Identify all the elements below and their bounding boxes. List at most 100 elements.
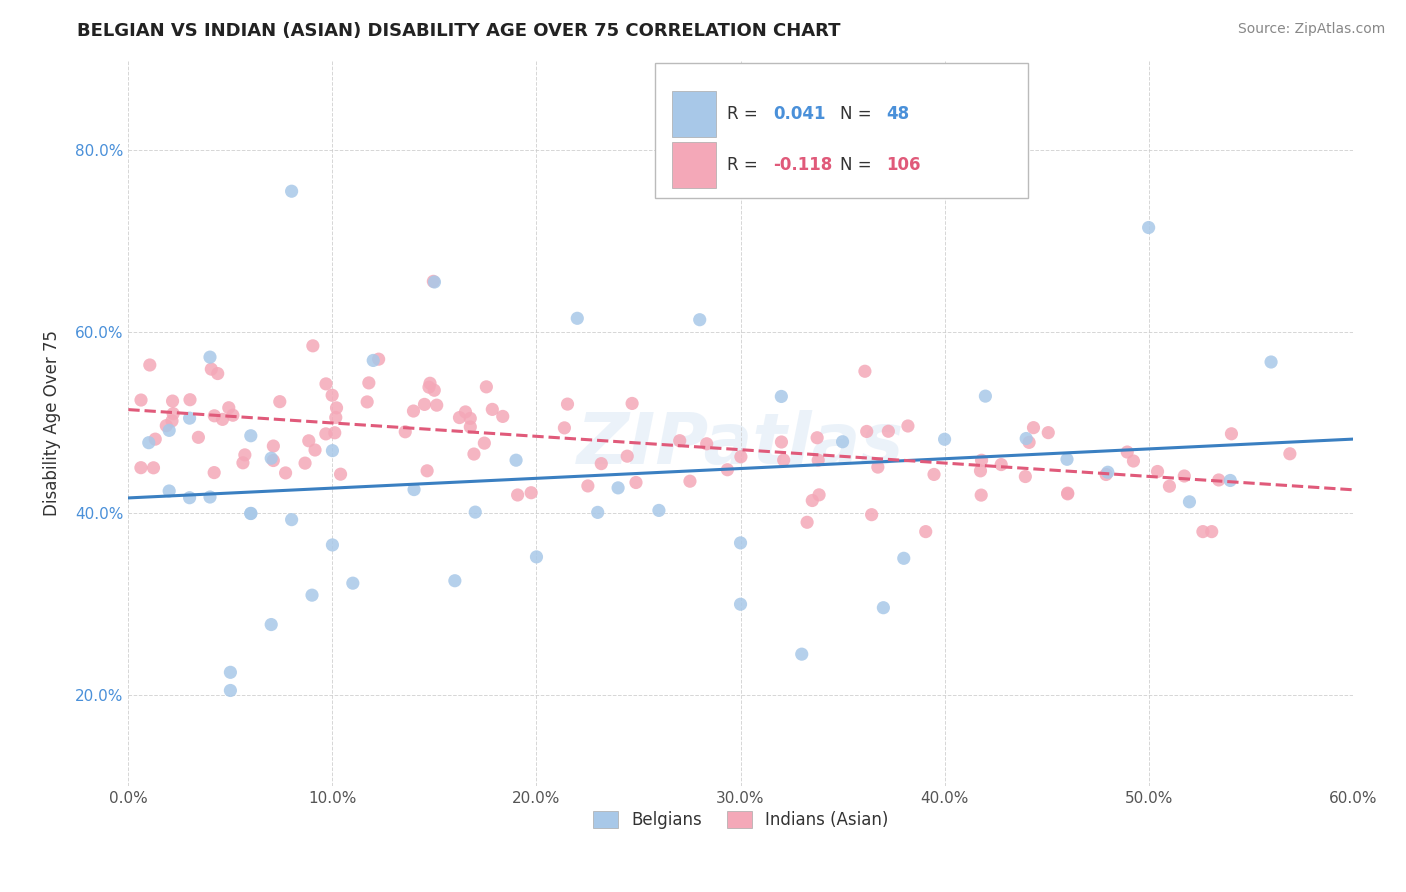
Point [970,453,993,467]
Point [1173,469,1195,483]
Point [422,274,444,288]
Point [772,453,794,467]
Point [974,389,997,403]
Point [591,457,613,471]
Point [342,576,364,591]
Point [1178,495,1201,509]
Point [877,424,900,438]
Point [416,464,439,478]
Point [730,597,752,611]
Point [872,600,894,615]
Point [262,439,284,453]
Point [790,647,813,661]
Point [866,460,889,475]
Point [321,388,343,402]
Point [1018,435,1040,450]
Point [211,412,233,426]
Point [218,401,240,415]
Point [1208,473,1230,487]
Point [315,376,337,391]
Point [1260,355,1282,369]
Point [586,505,609,519]
Point [893,551,915,566]
Point [162,394,184,409]
Point [679,474,702,488]
Point [294,456,316,470]
Point [808,488,831,502]
Point [444,574,467,588]
Point [1056,452,1078,467]
Point [621,396,644,410]
Point [162,407,184,421]
Point [855,425,877,439]
Point [770,389,793,403]
Point [801,493,824,508]
Point [207,367,229,381]
Point [325,401,347,415]
Point [969,464,991,478]
Point [454,405,477,419]
Point [179,491,201,505]
Point [280,184,302,198]
Point [321,443,343,458]
Point [274,466,297,480]
Point [716,463,738,477]
Point [239,507,262,521]
Point [1192,524,1215,539]
Point [464,505,486,519]
FancyBboxPatch shape [672,142,716,188]
Point [202,466,225,480]
Point [505,453,527,467]
Point [770,435,793,450]
Point [1278,447,1301,461]
Point [1220,426,1243,441]
Point [696,437,718,451]
Point [1219,474,1241,488]
Point [807,453,830,467]
Point [155,418,177,433]
Point [325,410,347,425]
Point [426,398,449,412]
Point [607,481,630,495]
Point [222,408,245,422]
Point [187,430,209,444]
Point [260,617,283,632]
Point [262,453,284,467]
Point [321,538,343,552]
Point [139,358,162,372]
Point [179,392,201,407]
Point [449,410,471,425]
Point [576,479,599,493]
Point [730,450,752,464]
Point [472,436,495,450]
Text: N =: N = [839,156,876,174]
Point [302,339,325,353]
Point [239,507,262,521]
Point [233,448,256,462]
Point [419,376,441,391]
Point [219,665,242,680]
Point [1015,432,1038,446]
Point [1022,420,1045,434]
Point [860,508,883,522]
Point [198,490,221,504]
Point [239,429,262,443]
Point [1014,469,1036,483]
Text: 106: 106 [886,156,921,174]
Point [922,467,945,482]
Point [423,275,446,289]
Text: R =: R = [727,105,763,123]
Point [481,402,503,417]
Point [219,683,242,698]
Point [402,404,425,418]
Point [853,364,876,378]
Legend: Belgians, Indians (Asian): Belgians, Indians (Asian) [586,804,896,836]
Point [730,536,752,550]
Point [269,394,291,409]
Point [418,380,440,394]
Point [138,435,160,450]
Point [1116,445,1139,459]
Point [990,458,1012,472]
Point [689,312,711,326]
Text: N =: N = [839,105,876,123]
